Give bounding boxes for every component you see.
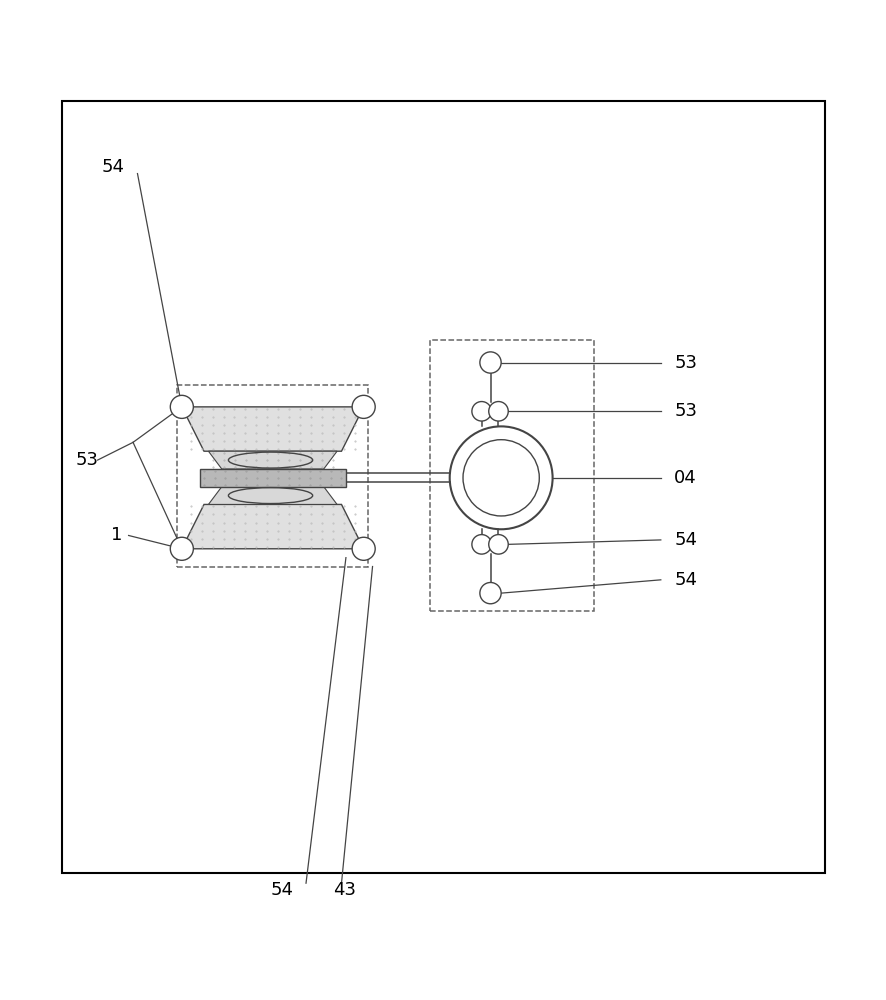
Bar <box>62 101 824 873</box>
Polygon shape <box>208 451 337 469</box>
Circle shape <box>170 395 193 418</box>
Bar <box>177 385 368 567</box>
Text: 54: 54 <box>673 571 696 589</box>
Circle shape <box>471 535 491 554</box>
Circle shape <box>352 537 375 560</box>
Circle shape <box>471 402 491 421</box>
Text: 53: 53 <box>673 402 696 420</box>
Text: 43: 43 <box>332 881 355 899</box>
Circle shape <box>352 395 375 418</box>
Circle shape <box>488 535 508 554</box>
Circle shape <box>462 440 539 516</box>
Bar <box>199 469 346 487</box>
Circle shape <box>170 537 193 560</box>
Text: 54: 54 <box>102 158 125 176</box>
Text: 53: 53 <box>75 451 98 469</box>
Text: 1: 1 <box>111 526 122 544</box>
Bar <box>430 340 594 611</box>
Circle shape <box>479 352 501 373</box>
Polygon shape <box>182 407 363 451</box>
Circle shape <box>479 582 501 604</box>
Text: 04: 04 <box>673 469 696 487</box>
Circle shape <box>488 402 508 421</box>
Circle shape <box>449 426 552 529</box>
Text: 53: 53 <box>673 354 696 372</box>
Text: 54: 54 <box>270 881 293 899</box>
Polygon shape <box>182 504 363 549</box>
Polygon shape <box>208 487 337 504</box>
Text: 54: 54 <box>673 531 696 549</box>
